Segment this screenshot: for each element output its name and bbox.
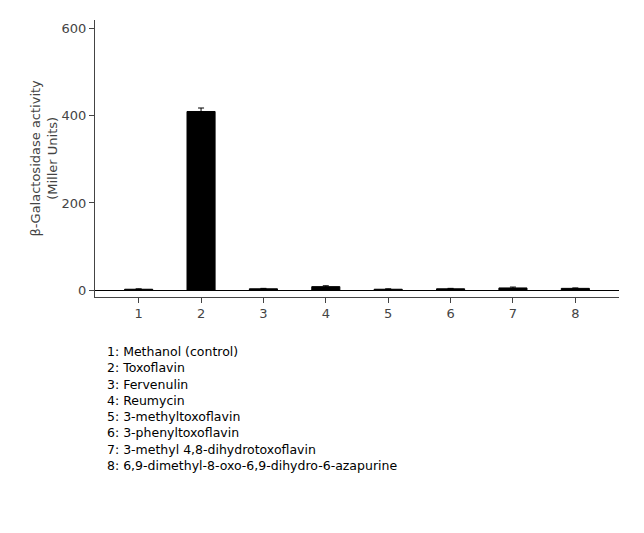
svg-text:400: 400 xyxy=(62,108,87,123)
svg-text:β-Galactosidase activity(Mille: β-Galactosidase activity(Miller Units) xyxy=(28,80,60,237)
svg-text:3: 3 xyxy=(259,306,267,321)
svg-text:6: 6 xyxy=(446,306,454,321)
svg-text:0: 0 xyxy=(78,283,86,298)
svg-text:1: 1 xyxy=(135,306,143,321)
svg-text:5: 5 xyxy=(384,306,392,321)
svg-text:2: 2 xyxy=(197,306,205,321)
svg-text:200: 200 xyxy=(62,196,87,211)
svg-text:1: Methanol (control)2: Toxofl: 1: Methanol (control)2: Toxoflavin3: Fer… xyxy=(107,344,397,473)
svg-text:600: 600 xyxy=(62,21,87,36)
svg-text:4: 4 xyxy=(322,306,330,321)
svg-text:8: 8 xyxy=(571,306,579,321)
svg-text:7: 7 xyxy=(509,306,517,321)
